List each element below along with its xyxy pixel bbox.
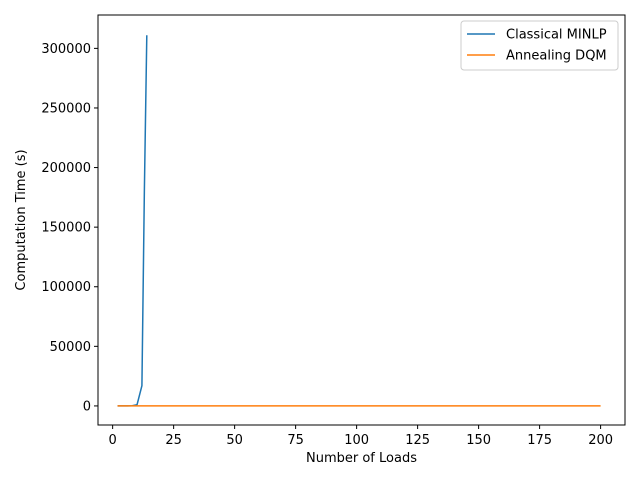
y-tick-label: 50000 (50, 340, 91, 355)
legend: Classical MINLP Annealing DQM (460, 20, 619, 71)
legend-box (460, 20, 619, 71)
x-tick-label: 200 (588, 433, 613, 448)
y-axis-label: Computation Time (s) (14, 149, 29, 290)
x-axis-label: Number of Loads (306, 451, 417, 466)
y-tick-label: 100000 (41, 280, 91, 295)
x-tick-label: 150 (466, 433, 491, 448)
x-tick-label: 0 (108, 433, 116, 448)
legend-label-0: Classical MINLP (506, 28, 607, 43)
x-tick-label: 175 (527, 433, 552, 448)
y-tick-label: 150000 (41, 221, 91, 236)
x-tick-label: 100 (344, 433, 369, 448)
y-tick-label: 300000 (41, 42, 91, 57)
legend-label-1: Annealing DQM (506, 49, 607, 64)
y-tick-label: 0 (83, 399, 91, 414)
x-tick-label: 75 (287, 433, 304, 448)
x-tick-label: 50 (226, 433, 243, 448)
x-axis: 0 25 50 75 100 125 150 175 200 (108, 425, 613, 448)
plot-frame (97, 14, 626, 426)
x-tick-label: 25 (165, 433, 182, 448)
y-tick-label: 200000 (41, 161, 91, 176)
plot-lines (117, 35, 601, 407)
y-axis: 0 50000 100000 150000 200000 250000 300000 (41, 42, 98, 414)
y-tick-label: 250000 (41, 101, 91, 116)
x-tick-label: 125 (405, 433, 430, 448)
